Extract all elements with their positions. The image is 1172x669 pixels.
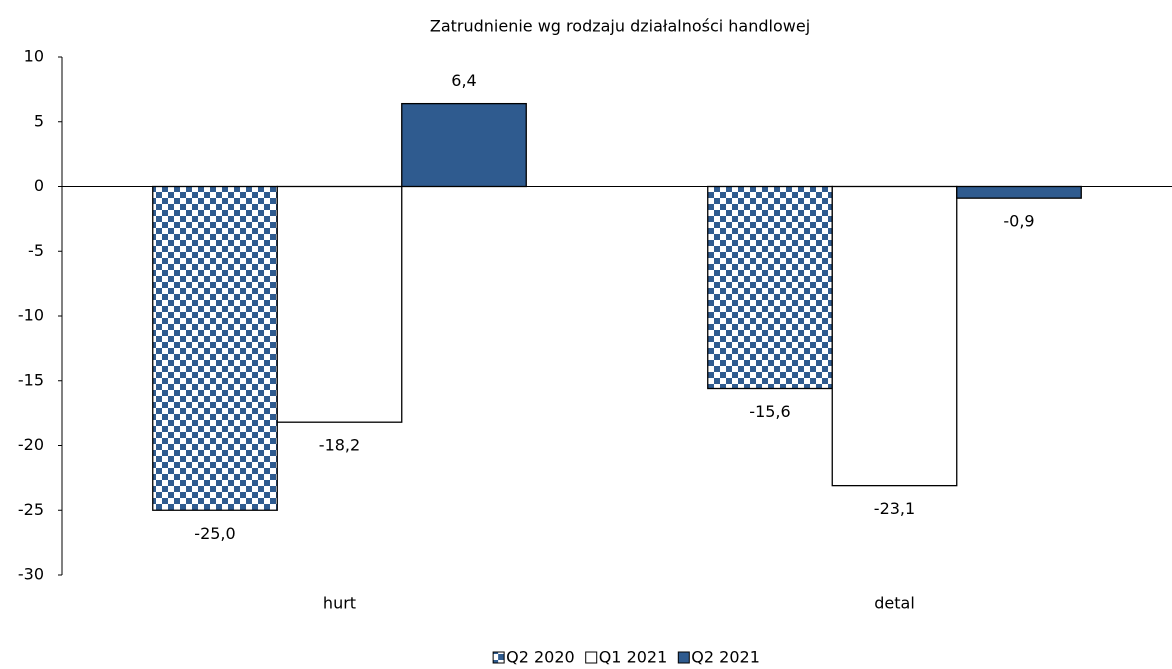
legend-marker (492, 651, 505, 664)
x-tick-label: detal (874, 594, 915, 613)
bar (401, 102, 527, 188)
y-tick-label: -20 (18, 435, 44, 454)
legend-label: Q2 2021 (691, 648, 760, 667)
y-tick-label: -5 (28, 241, 44, 260)
value-label: 6,4 (451, 71, 476, 90)
x-tick-label: hurt (323, 594, 356, 613)
bar (707, 185, 833, 390)
bar (956, 185, 1082, 199)
value-label: -23,1 (874, 499, 915, 518)
legend-label: Q2 2020 (506, 648, 575, 667)
value-label: -18,2 (319, 436, 360, 455)
bar (831, 185, 958, 487)
y-tick-label: -25 (18, 500, 44, 519)
legend-marker (585, 651, 598, 664)
value-label: -0,9 (1003, 212, 1034, 231)
legend: Q2 2020 Q1 2021 Q2 2021 (492, 648, 760, 667)
y-tick-label: 5 (34, 111, 44, 130)
bar (152, 185, 278, 511)
value-label: -15,6 (749, 402, 790, 421)
y-tick-label: -15 (18, 370, 44, 389)
bar (276, 185, 403, 423)
value-label: -25,0 (194, 524, 235, 543)
legend-label: Q1 2021 (599, 648, 668, 667)
y-tick-label: -10 (18, 306, 44, 325)
y-tick-label: 0 (34, 176, 44, 195)
y-tick-label: 10 (24, 47, 44, 66)
legend-marker (677, 651, 690, 664)
chart-title: Zatrudnienie wg rodzaju działalności han… (430, 17, 810, 36)
y-tick-label: -30 (18, 565, 44, 584)
